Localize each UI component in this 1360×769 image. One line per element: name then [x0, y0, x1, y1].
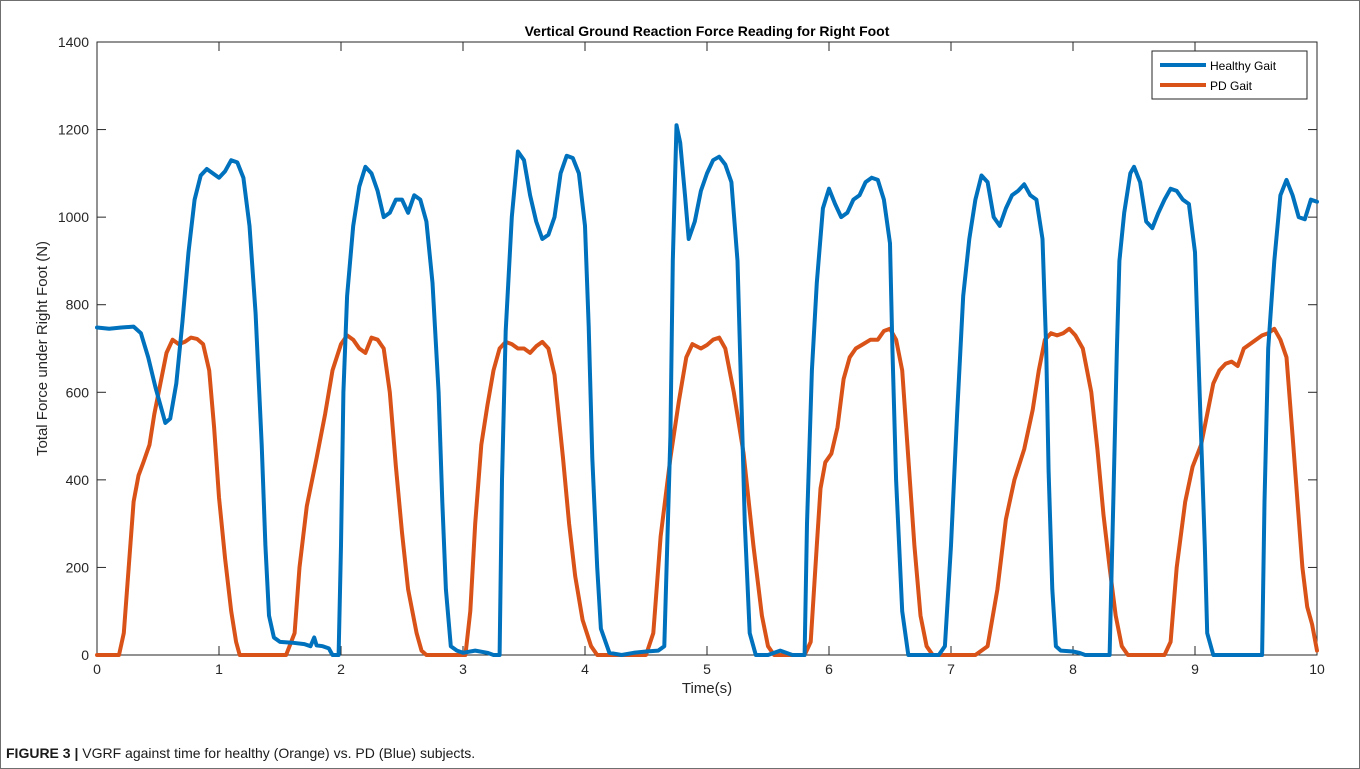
series-line-healthy-gait: [95, 123, 1319, 657]
y-tick-label: 1200: [58, 122, 89, 138]
x-tick-label: 5: [703, 661, 711, 677]
y-tick-label: 1400: [58, 34, 89, 50]
legend-label: PD Gait: [1210, 79, 1253, 93]
x-tick-label: 3: [459, 661, 467, 677]
y-tick-label: 0: [81, 647, 89, 663]
y-tick-label: 800: [66, 297, 90, 313]
y-tick-label: 600: [66, 384, 90, 400]
figure-label: FIGURE 3 |: [6, 745, 79, 761]
y-axis-label: Total Force under Right Foot (N): [34, 241, 51, 456]
x-tick-label: 9: [1191, 661, 1199, 677]
x-tick-label: 6: [825, 661, 833, 677]
x-tick-label: 10: [1309, 661, 1325, 677]
y-tick-label: 1000: [58, 209, 89, 225]
x-tick-label: 1: [215, 661, 223, 677]
legend-box: [1151, 50, 1308, 100]
line-chart: 0 1 2 3 4 5 6 7 8 9 10 0 200 400 600 800 1000 1200 1400 Ver…: [34, 23, 1325, 697]
series-line-pd-gait: [95, 326, 1319, 657]
x-tick-label: 4: [581, 661, 589, 677]
plot-area: [96, 41, 1318, 656]
y-tick-label: 200: [66, 559, 90, 575]
caption-text: VGRF against time for healthy (Orange) v…: [78, 745, 476, 761]
x-axis-label: Time(s): [682, 680, 732, 697]
x-tick-label: 8: [1069, 661, 1077, 677]
figure-caption: FIGURE 3 | VGRF against time for healthy…: [6, 745, 475, 761]
chart-title: Vertical Ground Reaction Force Reading f…: [525, 23, 890, 39]
x-tick-label: 0: [93, 661, 101, 677]
y-tick-label: 400: [66, 472, 90, 488]
x-tick-label: 2: [337, 661, 345, 677]
x-tick-label: 7: [947, 661, 955, 677]
legend-label: Healthy Gait: [1210, 59, 1277, 73]
